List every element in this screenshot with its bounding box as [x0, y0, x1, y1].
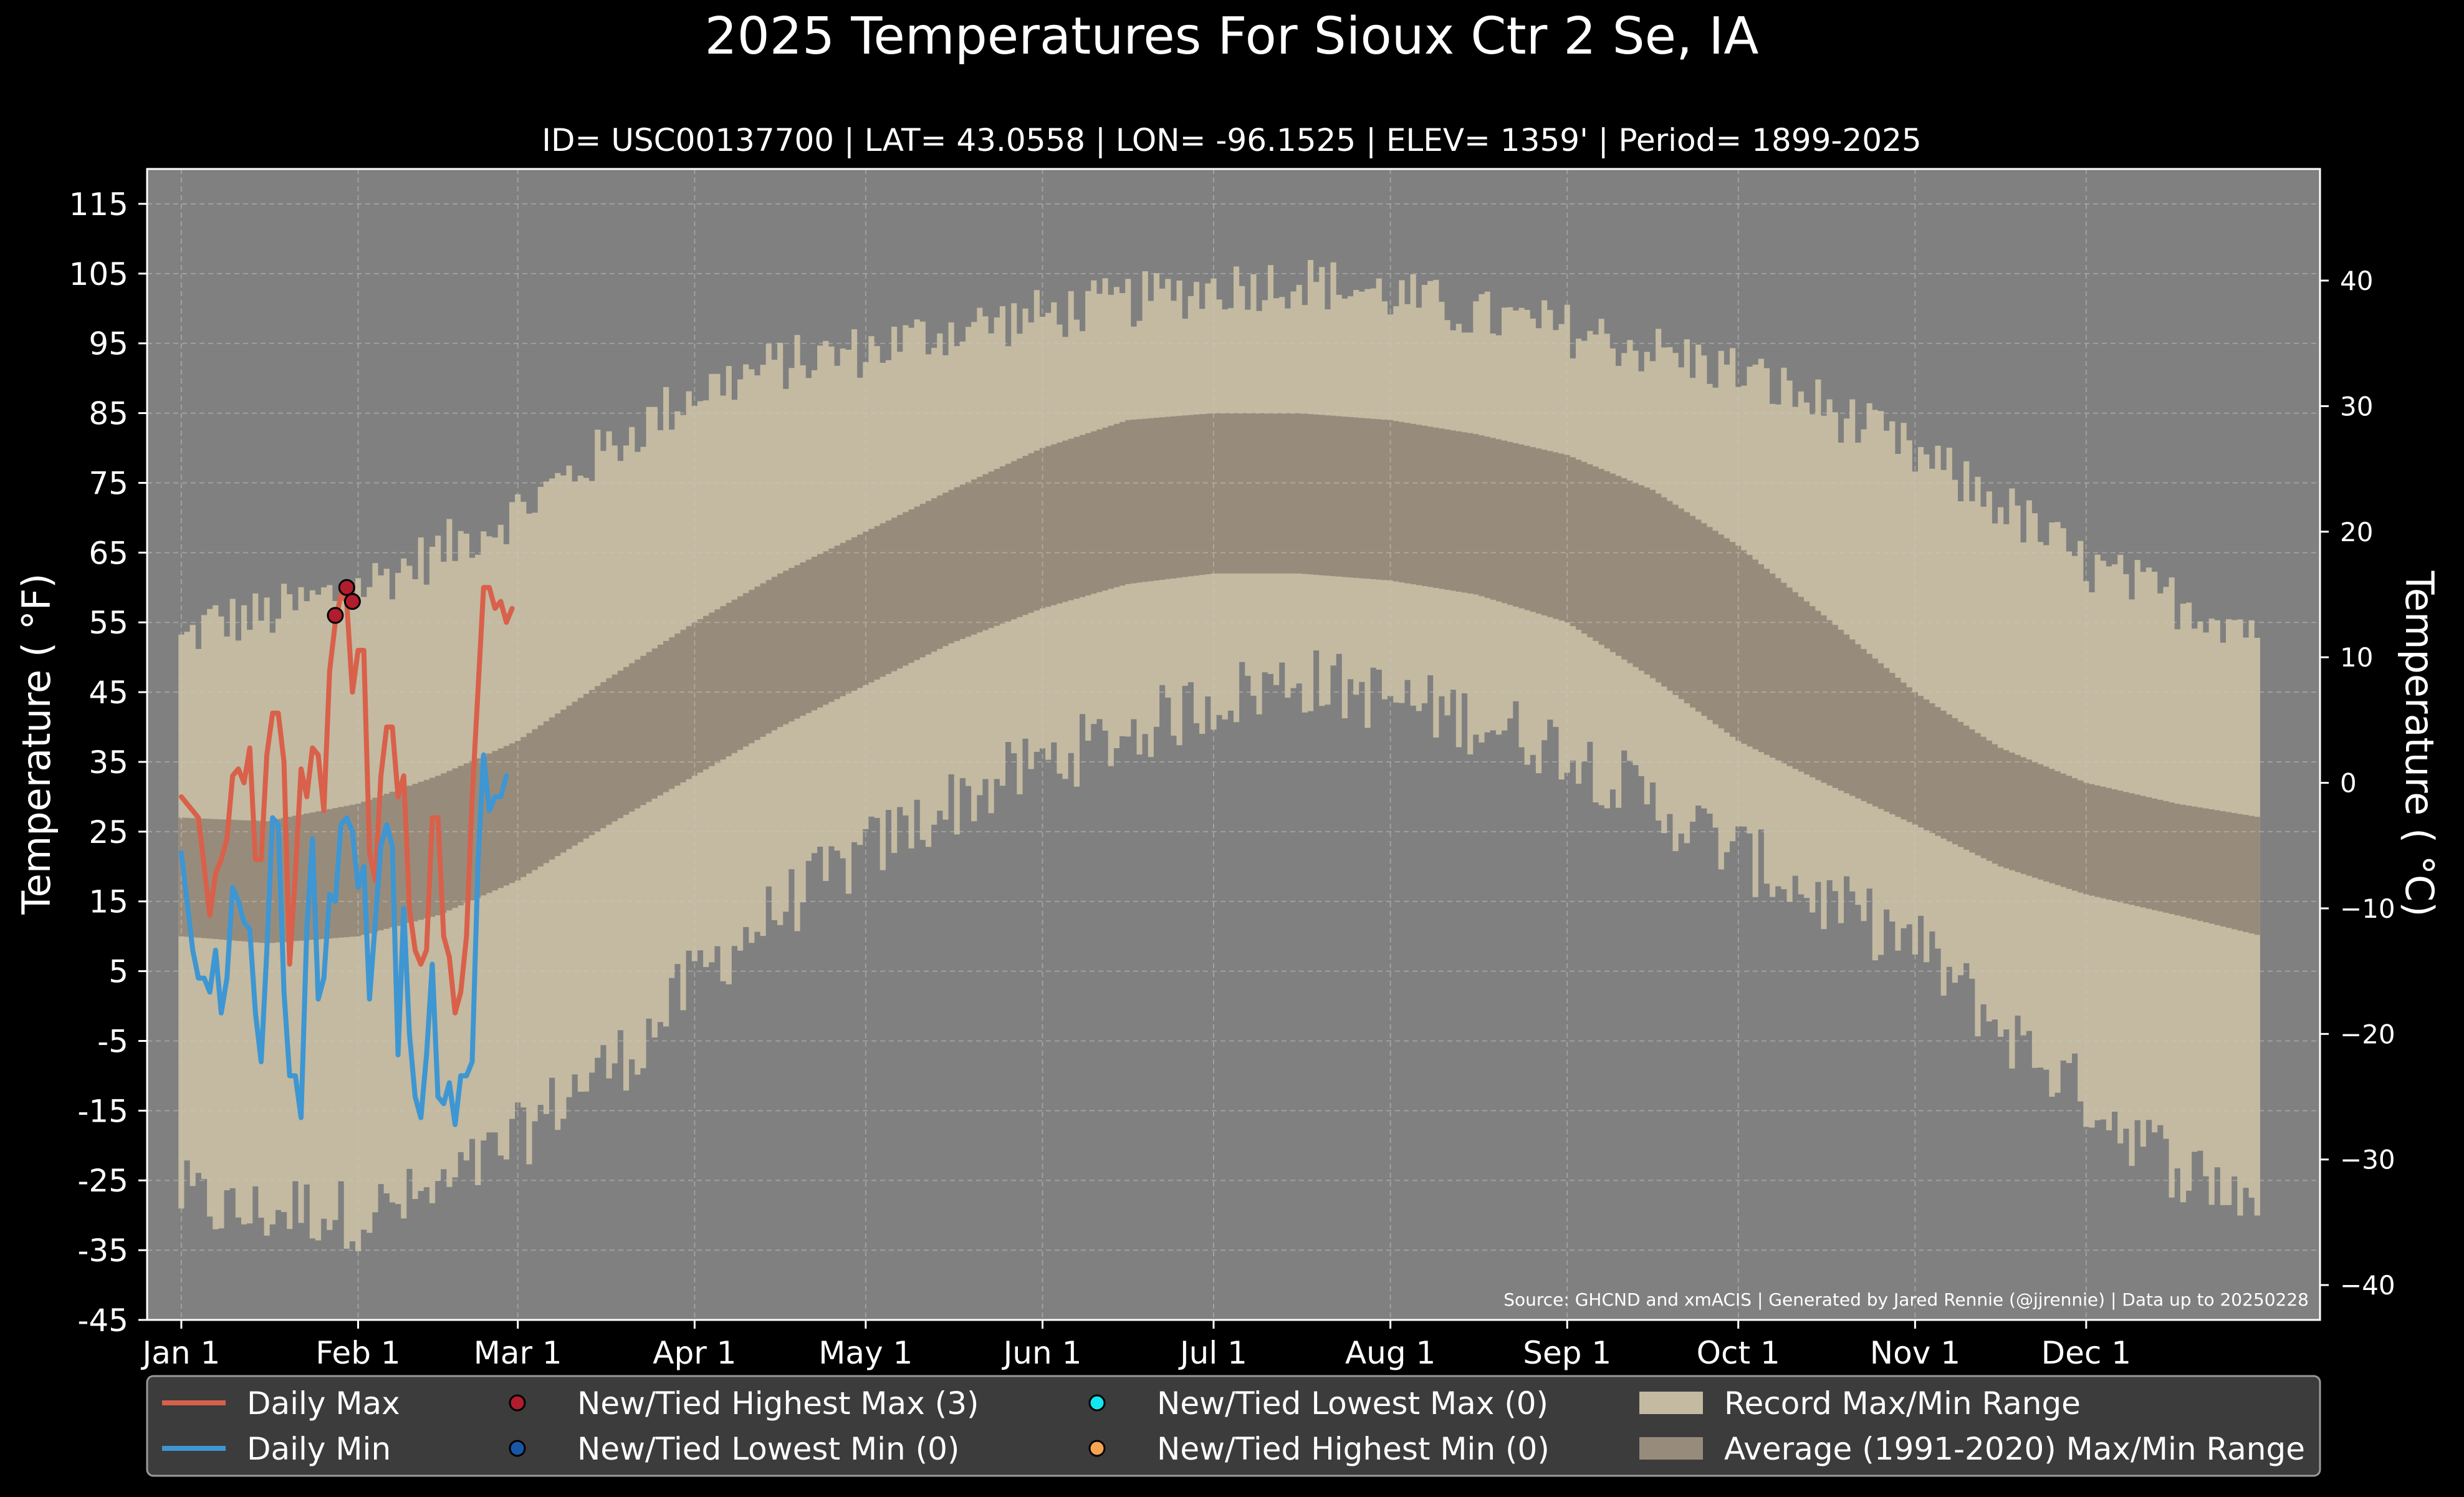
record-range-area: [178, 260, 2260, 1251]
y-tick-label-left: 5: [108, 954, 128, 990]
y-tick-label-right: 10: [2340, 642, 2373, 673]
y-tick-label-left: -5: [97, 1023, 128, 1059]
y-tick-label-right: −20: [2340, 1019, 2395, 1049]
x-tick-label: Oct 1: [1697, 1335, 1780, 1371]
y-tick-label-right: 30: [2340, 391, 2373, 421]
y-tick-label-left: -15: [77, 1093, 128, 1129]
y-tick-label-left: 45: [89, 675, 128, 711]
average-range-area: [178, 413, 2260, 943]
legend-dot-swatch: [509, 1440, 526, 1457]
chart-title: 2025 Temperatures For Sioux Ctr 2 Se, IA: [704, 7, 1758, 66]
y-tick-label-left: 75: [89, 465, 128, 501]
x-tick-label: Apr 1: [653, 1335, 736, 1371]
plot-frame: [146, 168, 2321, 1321]
legend-dot-swatch: [1088, 1394, 1106, 1412]
x-tick-label: Nov 1: [1870, 1335, 1960, 1371]
legend-label: Daily Max: [247, 1385, 400, 1422]
chart-subtitle: ID= USC00137700 | LAT= 43.0558 | LON= -9…: [542, 122, 1921, 158]
axes: -45 -35 -25 -15 -5 5 15 25 35 45 55 65 75 85 95 105 115 −…: [69, 168, 2395, 1371]
y-axis-label-right: Temperature ( °C): [2397, 570, 2442, 917]
legend-patch-swatch: [1639, 1437, 1703, 1460]
x-tick-label: Dec 1: [2041, 1335, 2131, 1371]
y-tick-label-left: 105: [69, 256, 128, 292]
plot-area: [147, 169, 2320, 1321]
y-tick-label-left: 65: [89, 535, 128, 571]
x-tick-label: Feb 1: [315, 1335, 400, 1371]
legend-label: Average (1991-2020) Max/Min Range: [1724, 1431, 2305, 1467]
y-tick-label-right: −10: [2340, 893, 2395, 924]
x-tick-label: May 1: [818, 1335, 913, 1371]
y-tick-label-right: 40: [2340, 266, 2373, 296]
x-tick-label: Mar 1: [474, 1335, 562, 1371]
legend-label: New/Tied Highest Min (0): [1157, 1431, 1550, 1467]
x-tick-label: Jun 1: [1002, 1335, 1082, 1371]
legend-patch-swatch: [1639, 1392, 1703, 1414]
y-tick-label-right: −30: [2340, 1145, 2395, 1175]
legend-box: [146, 1375, 2321, 1477]
legend-label: Daily Min: [247, 1431, 391, 1467]
legend-dot-swatch: [1088, 1440, 1106, 1457]
legend-label: New/Tied Lowest Min (0): [577, 1431, 959, 1467]
x-tick-label: Sep 1: [1523, 1335, 1611, 1371]
legend-label: Record Max/Min Range: [1724, 1385, 2081, 1422]
record-high-max-point: [343, 593, 361, 610]
y-axis-label-left: Temperature ( °F): [14, 573, 59, 915]
legend: Daily Max Daily Min New/Tied Highest Max (…: [146, 1375, 2321, 1477]
legend-label: New/Tied Lowest Max (0): [1157, 1385, 1548, 1422]
y-tick-label-left: 25: [89, 814, 128, 850]
x-tick-label: Jan 1: [141, 1335, 221, 1371]
daily-min-line: [178, 752, 509, 1127]
y-tick-label-right: 20: [2340, 517, 2373, 547]
y-tick-label-right: 0: [2340, 768, 2357, 799]
record-high-max-point: [327, 607, 344, 624]
legend-dot-swatch: [509, 1394, 526, 1412]
x-tick-label: Jul 1: [1178, 1335, 1247, 1371]
y-tick-label-left: 35: [89, 744, 128, 781]
y-tick-label-left: -45: [77, 1302, 128, 1339]
legend-label: New/Tied Highest Max (3): [577, 1385, 979, 1422]
x-tick-label: Aug 1: [1345, 1335, 1436, 1371]
y-tick-label-left: 115: [69, 186, 128, 223]
y-tick-label-left: -35: [77, 1233, 128, 1269]
y-tick-label-left: 15: [89, 884, 128, 920]
y-tick-label-left: 85: [89, 396, 128, 432]
source-note: Source: GHCND and xmACIS | Generated by …: [1503, 1289, 2309, 1310]
y-tick-label-right: −40: [2340, 1270, 2395, 1301]
y-tick-label-left: -25: [77, 1163, 128, 1199]
y-tick-label-left: 95: [89, 326, 128, 362]
record-high-max-point: [338, 579, 355, 596]
y-tick-label-left: 55: [89, 605, 128, 641]
